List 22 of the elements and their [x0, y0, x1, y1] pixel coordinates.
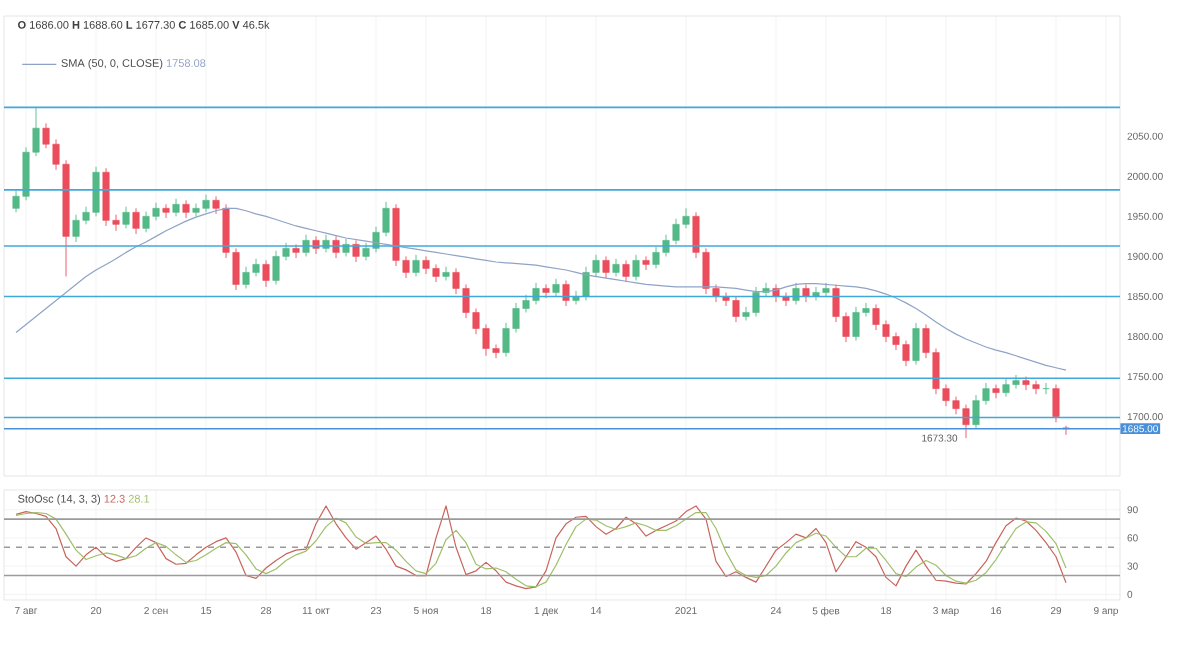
candlestick — [122, 206, 130, 229]
candlestick — [992, 384, 1000, 399]
candlestick — [552, 278, 560, 297]
candlestick — [802, 284, 810, 303]
candlestick — [602, 255, 610, 279]
candlestick — [1052, 384, 1060, 423]
candlestick — [542, 284, 550, 299]
candlestick — [612, 258, 620, 277]
candlestick — [912, 322, 920, 366]
candlestick — [132, 207, 140, 235]
candlestick — [182, 199, 190, 219]
candlestick — [622, 259, 630, 283]
candlestick — [642, 255, 650, 271]
candlestick — [442, 266, 450, 281]
candlestick — [212, 195, 220, 215]
candlestick — [172, 198, 180, 217]
candlestick — [292, 243, 300, 259]
candlestick — [162, 203, 170, 219]
candlestick — [632, 254, 640, 281]
candlestick — [412, 254, 420, 277]
candlestick — [562, 279, 570, 307]
candlestick — [262, 259, 270, 288]
